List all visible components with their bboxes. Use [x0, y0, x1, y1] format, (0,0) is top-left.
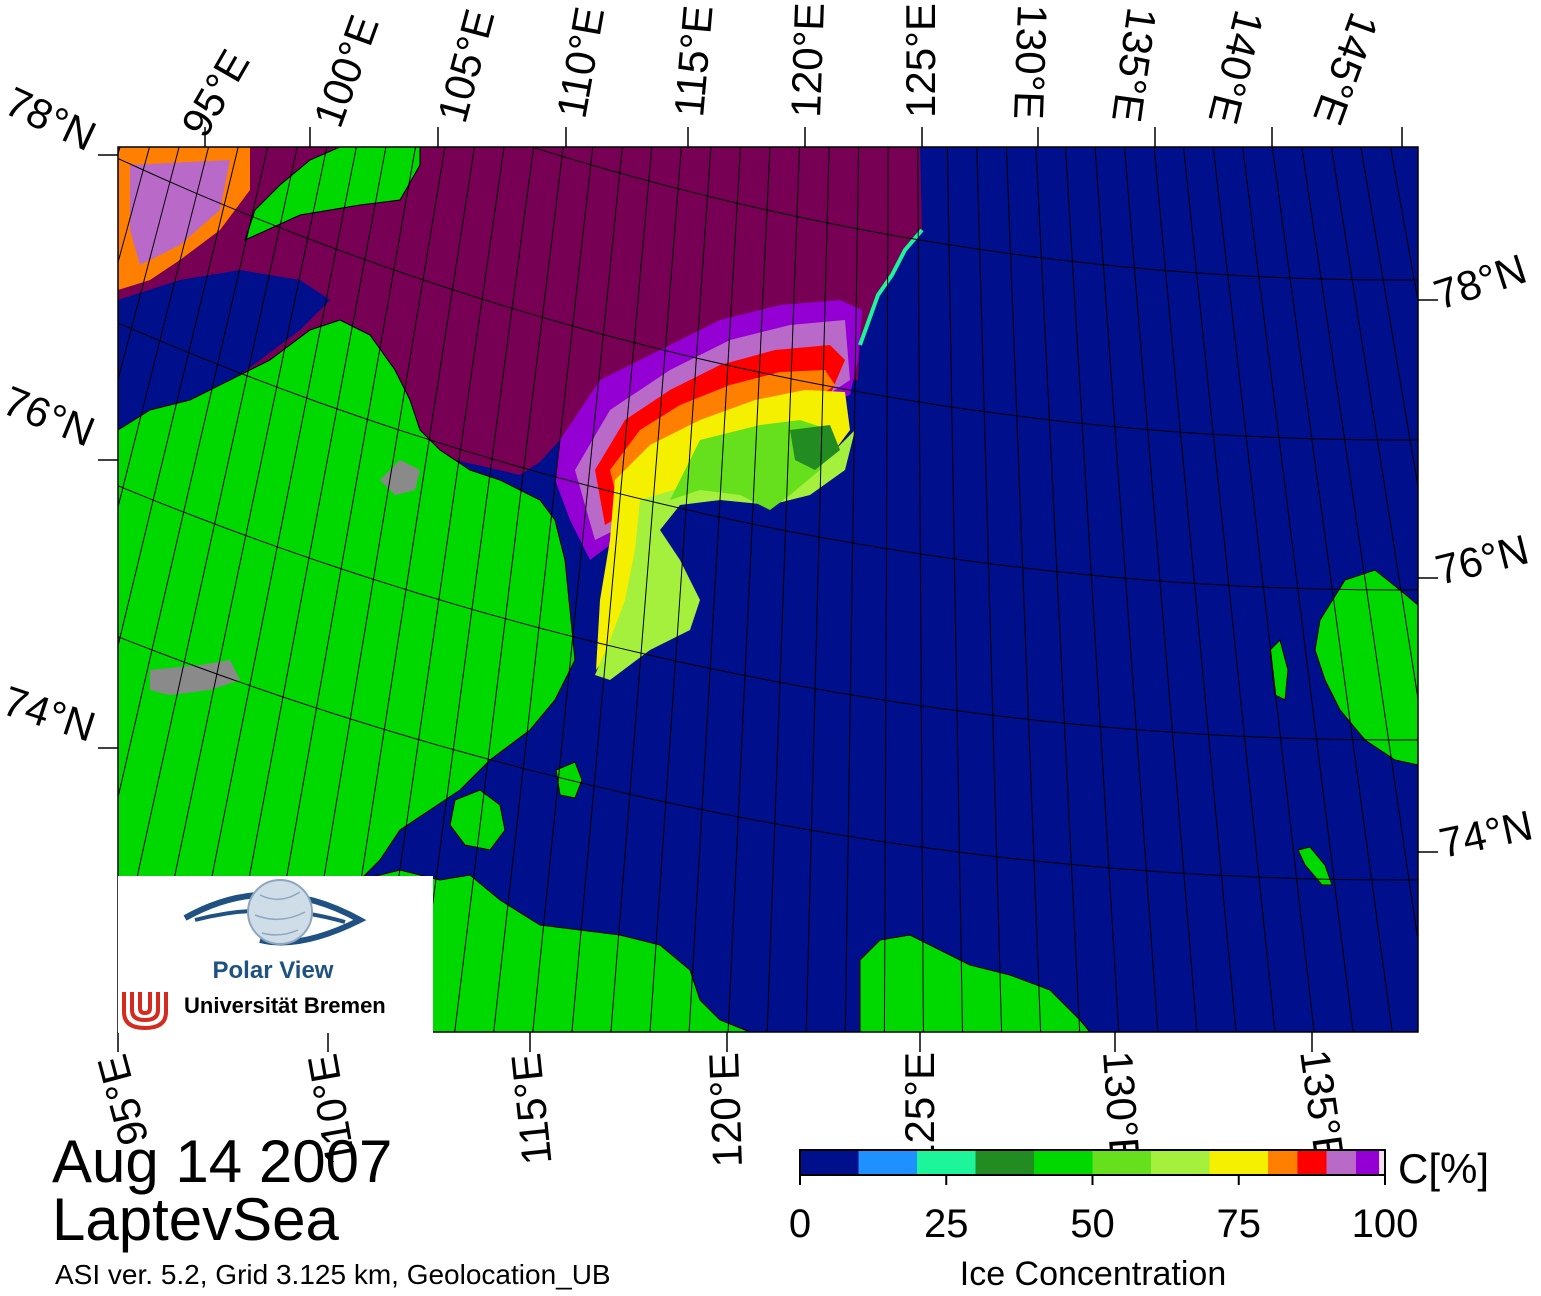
colorbar-bin	[1210, 1150, 1269, 1175]
top-lon-label-130: 130°E	[1005, 4, 1056, 120]
left-lat-label-74: 74°N	[0, 677, 101, 751]
polar-view-logo: Polar View Universität Bremen	[118, 876, 433, 1033]
bottom-lon-label-115: 115°E	[502, 1051, 560, 1167]
colorbar-bin	[800, 1150, 859, 1175]
colorbar-ticks: 0 25 50 75 100	[789, 1175, 1419, 1246]
colorbar-bin	[917, 1150, 976, 1175]
colorbar-bin	[1356, 1150, 1379, 1175]
colorbar-bin	[976, 1150, 1035, 1175]
top-lon-label-110: 110°E	[548, 3, 614, 121]
caption-info: ASI ver. 5.2, Grid 3.125 km, Geolocation…	[55, 1259, 611, 1290]
colorbar-bin	[1297, 1150, 1326, 1175]
top-lon-label-115: 115°E	[665, 3, 722, 118]
top-lon-label-145: 145°E	[1304, 7, 1387, 131]
colorbar-bin	[1093, 1150, 1152, 1175]
colorbar-tick-label: 25	[924, 1202, 969, 1246]
meridian-line	[0, 147, 120, 1032]
bottom-lon-label-120: 120°E	[700, 1052, 751, 1168]
left-lat-label-76: 76°N	[0, 377, 101, 456]
colorbar-tick-label: 50	[1070, 1202, 1115, 1246]
colorbar-bin	[1034, 1150, 1093, 1175]
logo-institution: Universität Bremen	[184, 993, 386, 1018]
top-longitude-labels: 95°E 100°E 105°E 110°E 115°E 120°E 125°E…	[172, 2, 1388, 145]
top-lon-label-105: 105°E	[428, 4, 503, 127]
colorbar-bins	[800, 1150, 1385, 1175]
logo-title: Polar View	[213, 957, 334, 984]
right-latitude-labels: 78°N 76°N 74°N	[1428, 245, 1536, 867]
right-lat-label-76: 76°N	[1431, 525, 1533, 593]
right-lat-label-74: 74°N	[1435, 801, 1537, 866]
colorbar-title: Ice Concentration	[960, 1255, 1227, 1291]
colorbar-unit-label: C[%]	[1398, 1145, 1489, 1192]
colorbar-tick-label: 100	[1352, 1202, 1419, 1246]
top-lon-label-125: 125°E	[897, 3, 944, 118]
left-lat-label-78: 78°N	[0, 78, 103, 160]
bottom-lon-label-135: 135°E	[1291, 1047, 1354, 1167]
colorbar-legend: 0 25 50 75 100 C[%] Ice Concentration	[789, 1145, 1489, 1291]
top-lon-label-135: 135°E	[1103, 5, 1166, 125]
colorbar-bin	[1151, 1150, 1210, 1175]
caption-date: Aug 14 2007	[52, 1128, 392, 1195]
caption-region: LaptevSea	[52, 1186, 340, 1253]
colorbar-bin	[1268, 1150, 1297, 1175]
right-lat-label-78: 78°N	[1428, 245, 1532, 319]
top-lon-label-140: 140°E	[1199, 6, 1272, 129]
top-lon-label-100: 100°E	[304, 9, 387, 133]
colorbar-tick-label: 75	[1217, 1202, 1262, 1246]
colorbar-bin	[1327, 1150, 1356, 1175]
top-lon-label-120: 120°E	[782, 2, 833, 118]
top-lon-label-95: 95°E	[172, 42, 258, 145]
colorbar-bin	[859, 1150, 918, 1175]
colorbar-tick-label: 0	[789, 1202, 811, 1246]
left-latitude-labels: 78°N 76°N 74°N	[0, 78, 103, 751]
